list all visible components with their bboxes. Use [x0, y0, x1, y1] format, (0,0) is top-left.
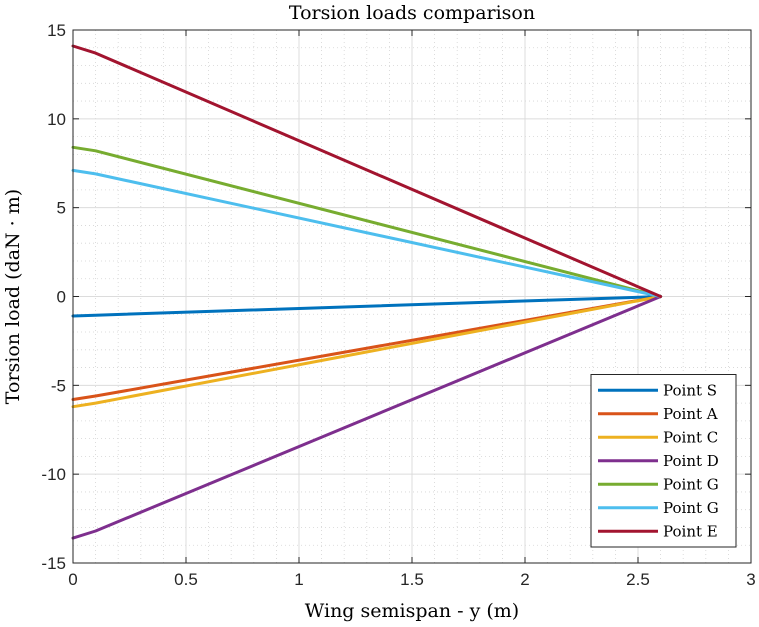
- y-tick-label: 15: [47, 21, 66, 40]
- series-line-4: [71, 295, 663, 540]
- legend-label: Point E: [663, 522, 718, 540]
- x-tick-label: 1: [294, 570, 303, 589]
- chart-title: Torsion loads comparison: [289, 2, 535, 24]
- y-tick-label: -15: [41, 554, 66, 573]
- x-tick-label: 2.5: [626, 570, 650, 589]
- y-tick-label: 0: [57, 288, 66, 307]
- x-tick-label: 2: [520, 570, 529, 589]
- legend-label: Point S: [663, 381, 717, 399]
- x-axis-label: Wing semispan - y (m): [305, 600, 519, 622]
- x-tick-label: 1.5: [400, 570, 424, 589]
- legend-label: Point D: [663, 452, 719, 470]
- series-line-5: [71, 145, 663, 298]
- series-line-3: [71, 295, 663, 409]
- y-tick-label: 5: [57, 199, 66, 218]
- legend-label: Point G: [663, 475, 719, 493]
- legend-label: Point G: [663, 499, 719, 517]
- y-axis-ticks: -15 -10 -5 0 5 10 15: [41, 21, 751, 573]
- legend-label: Point A: [663, 405, 718, 423]
- y-tick-label: -10: [41, 465, 66, 484]
- y-axis-label: Torsion load (daN · m): [2, 189, 24, 404]
- legend: Point S Point A Point C Point D Point G Point…: [590, 374, 737, 548]
- y-tick-label: -5: [51, 376, 66, 395]
- y-tick-label: 10: [47, 110, 66, 129]
- series-line-6: [71, 168, 663, 298]
- x-tick-label: 0.5: [174, 570, 198, 589]
- series-line-1: [71, 295, 663, 318]
- legend-label: Point C: [663, 428, 718, 446]
- series-line-7: [71, 44, 663, 298]
- x-axis-ticks: 0 0.5 1 1.5 2 2.5 3: [68, 30, 756, 589]
- x-tick-label: 0: [68, 570, 77, 589]
- series-layer: [71, 44, 663, 540]
- x-tick-label: 3: [746, 570, 755, 589]
- series-line-2: [71, 295, 663, 401]
